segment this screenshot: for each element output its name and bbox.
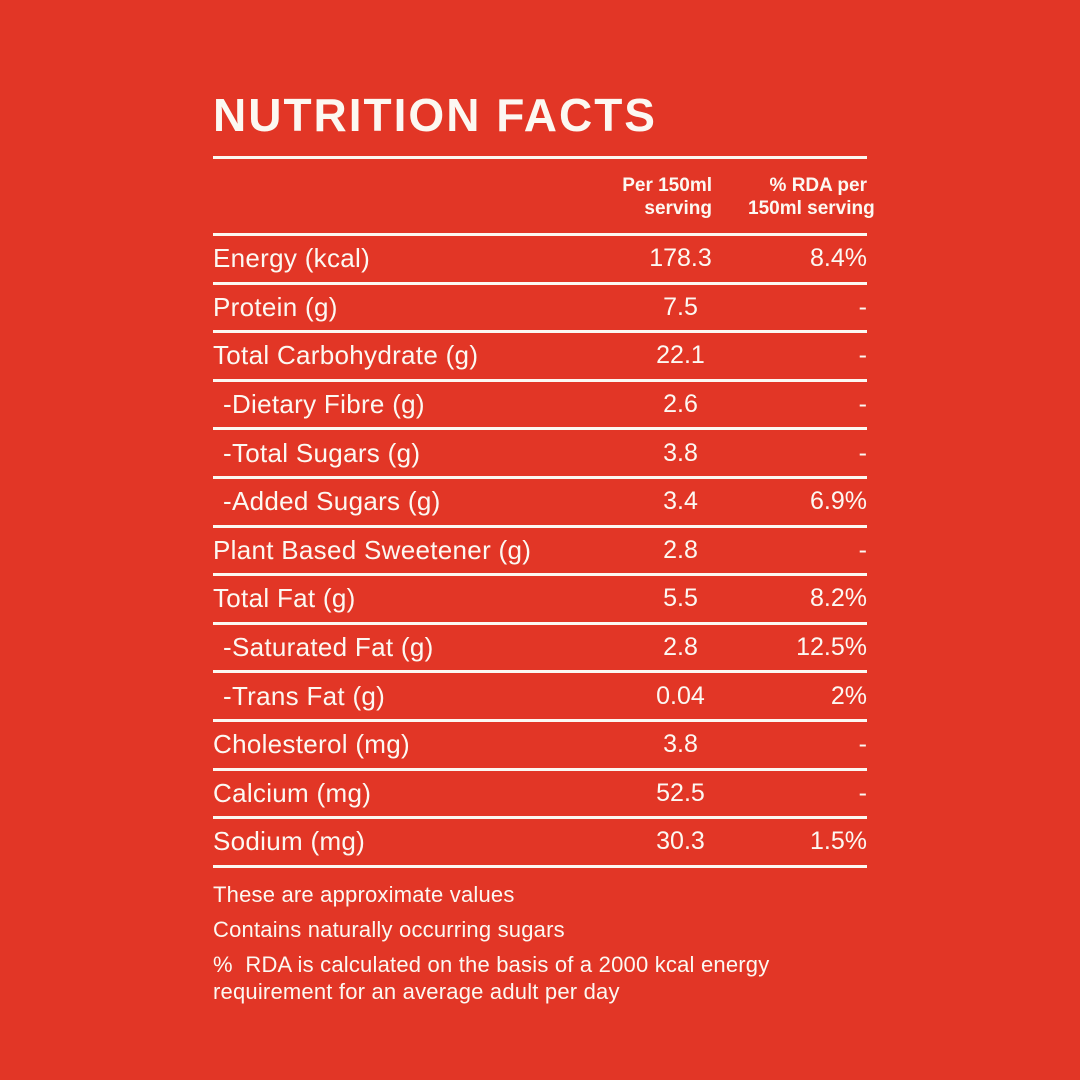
footnote-approximate-values: These are approximate values [213,881,515,907]
rda-percent: - [858,778,867,807]
value-per-serving: 5.5 [663,584,698,613]
value-per-serving: 3.8 [663,438,698,467]
value-per-serving: 3.8 [663,730,698,759]
table-row: Plant Based Sweetener (g) 2.8 - [213,528,867,577]
footnote-rda-basis: % RDA is calculated on the basis of a 20… [213,951,770,1004]
title-divider [213,156,867,159]
rda-percent: 8.2% [810,584,867,613]
table-row: Cholesterol (mg) 3.8 - [213,722,867,771]
table-header-row: Per 150ml serving % RDA per 150ml servin… [213,159,875,233]
nutrient-label: -Saturated Fat (g) [223,632,434,663]
nutrient-label: Protein (g) [213,291,338,322]
nutrient-label: Total Carbohydrate (g) [213,340,479,371]
column-header-per-serving: Per 150ml serving [613,174,748,220]
table-row: -Total Sugars (g) 3.8 - [213,430,867,479]
column-header-rda-line2: 150ml serving [748,198,875,219]
table-row: Sodium (mg) 30.3 1.5% [213,819,867,868]
table-row: -Saturated Fat (g) 2.8 12.5% [213,625,867,674]
table-row: Total Carbohydrate (g) 22.1 - [213,333,867,382]
nutrient-label: -Added Sugars (g) [223,486,441,517]
nutrient-label: -Total Sugars (g) [223,437,421,468]
table-row: Protein (g) 7.5 - [213,285,867,334]
value-per-serving: 0.04 [656,681,705,710]
column-header-per-serving-line2: serving [644,198,712,219]
column-header-rda: % RDA per 150ml serving [748,174,875,220]
rda-percent: 12.5% [796,633,867,662]
rda-percent: 8.4% [810,244,867,273]
value-per-serving: 30.3 [656,827,705,856]
table-row: -Added Sugars (g) 3.4 6.9% [213,479,867,528]
table-row: Calcium (mg) 52.5 - [213,771,867,820]
value-per-serving: 2.8 [663,633,698,662]
value-per-serving: 7.5 [663,292,698,321]
column-header-rda-line1: % RDA per [769,175,867,196]
nutrient-label: Sodium (mg) [213,826,366,857]
nutrient-label: Calcium (mg) [213,777,372,808]
footnote-natural-sugars: Contains naturally occurring sugars [213,916,565,942]
rda-percent: - [858,438,867,467]
table-row: Energy (kcal) 178.3 8.4% [213,236,867,285]
header-divider [213,233,867,236]
value-per-serving: 3.4 [663,487,698,516]
table-row: -Dietary Fibre (g) 2.6 - [213,382,867,431]
nutrition-facts-card: NUTRITION FACTS Per 150ml serving % RDA … [213,89,875,1013]
page-title: NUTRITION FACTS [213,89,657,141]
value-per-serving: 2.6 [663,390,698,419]
value-per-serving: 2.8 [663,535,698,564]
value-per-serving: 52.5 [656,778,705,807]
rda-percent: - [858,341,867,370]
rda-percent: 6.9% [810,487,867,516]
rda-percent: - [858,730,867,759]
table-row: Total Fat (g) 5.5 8.2% [213,576,867,625]
table-row: -Trans Fat (g) 0.04 2% [213,673,867,722]
value-per-serving: 22.1 [656,341,705,370]
nutrient-label: Total Fat (g) [213,583,356,614]
footnotes: These are approximate values Contains na… [213,881,867,1005]
rda-percent: - [858,292,867,321]
rda-percent: 1.5% [810,827,867,856]
nutrient-label: -Trans Fat (g) [223,680,386,711]
nutrient-label: Plant Based Sweetener (g) [213,534,532,565]
nutrition-table: Energy (kcal) 178.3 8.4% Protein (g) 7.5… [213,236,867,868]
nutrient-label: -Dietary Fibre (g) [223,389,425,420]
rda-percent: - [858,390,867,419]
rda-percent: - [858,535,867,564]
nutrient-label: Cholesterol (mg) [213,729,410,760]
nutrient-label: Energy (kcal) [213,243,371,274]
column-header-per-serving-line1: Per 150ml [622,175,712,196]
value-per-serving: 178.3 [649,244,712,273]
rda-percent: 2% [830,681,867,710]
